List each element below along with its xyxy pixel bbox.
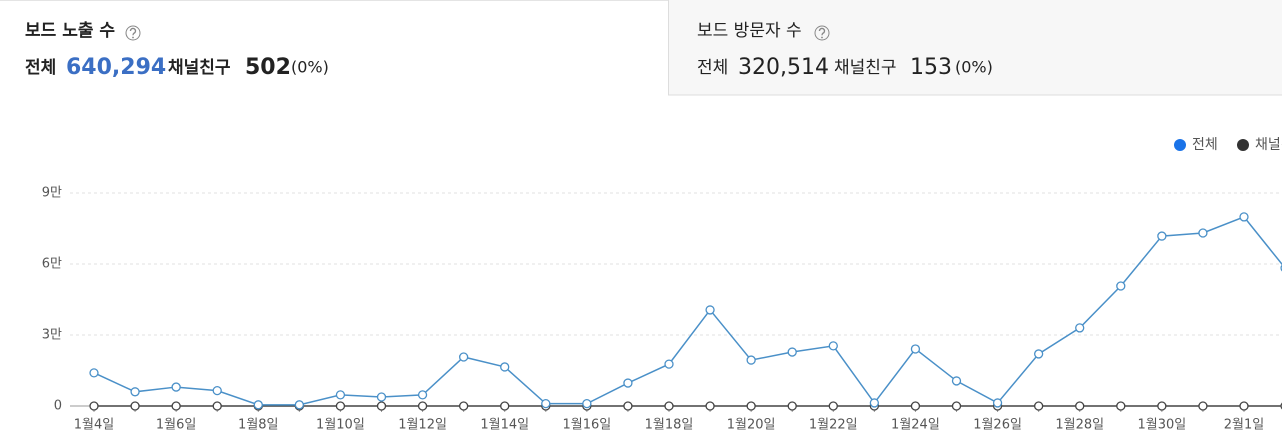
legend-label: 채널친구 bbox=[1255, 137, 1282, 153]
data-point bbox=[1157, 231, 1167, 241]
x-tick-label: 1월30일 bbox=[1137, 418, 1186, 431]
data-point bbox=[171, 382, 181, 392]
friend-value: 502 bbox=[245, 55, 291, 80]
data-point bbox=[294, 400, 305, 410]
x-tick-label: 1월20일 bbox=[727, 418, 776, 431]
total-value: 640,294 bbox=[66, 55, 166, 80]
data-point bbox=[417, 390, 428, 400]
data-point bbox=[828, 401, 838, 411]
x-tick-label: 1월10일 bbox=[316, 418, 365, 431]
data-point bbox=[212, 385, 222, 396]
legend-marker bbox=[1237, 139, 1249, 151]
series-line bbox=[93, 216, 1282, 406]
y-tick-label: 0 bbox=[54, 399, 62, 414]
panel-title: 보드 노출 수 bbox=[25, 21, 115, 41]
data-point bbox=[1157, 401, 1167, 411]
friend-label: 채널친구 bbox=[834, 58, 897, 78]
help-icon[interactable] bbox=[814, 25, 830, 41]
data-point bbox=[951, 376, 962, 386]
data-point bbox=[253, 400, 263, 410]
data-point bbox=[500, 401, 510, 411]
y-tick-label: 6만 bbox=[42, 257, 62, 272]
x-tick-label: 1월6일 bbox=[156, 418, 196, 431]
x-tick-label: 1월14일 bbox=[480, 418, 529, 431]
panel-title: 보드 방문자 수 bbox=[697, 21, 802, 41]
data-point bbox=[335, 401, 346, 411]
data-point bbox=[705, 401, 715, 411]
data-point bbox=[664, 359, 674, 369]
total-value: 320,514 bbox=[738, 55, 829, 80]
x-tick-label: 1월22일 bbox=[809, 418, 858, 431]
data-point bbox=[746, 355, 756, 365]
data-point bbox=[130, 401, 140, 411]
data-point bbox=[705, 305, 715, 315]
data-point bbox=[910, 344, 921, 354]
y-tick-label: 3만 bbox=[42, 328, 62, 343]
data-point bbox=[869, 398, 880, 408]
x-tick-label: 1월16일 bbox=[562, 418, 611, 431]
x-tick-label: 1월4일 bbox=[74, 418, 114, 431]
data-point bbox=[130, 387, 140, 397]
data-point bbox=[1075, 401, 1085, 411]
data-point bbox=[335, 390, 346, 400]
data-point bbox=[1033, 401, 1044, 411]
data-point bbox=[910, 401, 921, 411]
data-point bbox=[458, 352, 469, 362]
x-tick-label: 2월1일 bbox=[1224, 418, 1264, 431]
panel-box bbox=[668, 0, 1282, 96]
data-point bbox=[1239, 401, 1249, 411]
data-point bbox=[458, 401, 469, 411]
data-point bbox=[171, 401, 181, 411]
data-point bbox=[89, 401, 99, 411]
data-point bbox=[1239, 212, 1249, 222]
legend-marker bbox=[1174, 139, 1186, 151]
friend-label: 채널친구 bbox=[168, 58, 231, 78]
help-icon[interactable] bbox=[125, 25, 141, 41]
x-tick-label: 1월12일 bbox=[398, 418, 447, 431]
data-point bbox=[417, 401, 428, 411]
total-label: 전체 bbox=[25, 58, 56, 78]
data-point bbox=[1075, 323, 1085, 333]
x-tick-label: 1월8일 bbox=[238, 418, 278, 431]
x-tick-label: 1월18일 bbox=[645, 418, 694, 431]
x-tick-label: 1월24일 bbox=[891, 418, 940, 431]
data-point bbox=[376, 392, 387, 402]
data-point bbox=[992, 398, 1003, 408]
data-point bbox=[664, 401, 674, 411]
data-point bbox=[212, 401, 222, 411]
friend-pct: (0%) bbox=[955, 58, 993, 77]
data-point bbox=[582, 398, 592, 409]
data-point bbox=[787, 347, 797, 357]
x-tick-label: 1월28일 bbox=[1055, 418, 1104, 431]
data-point bbox=[623, 401, 633, 411]
data-point bbox=[1198, 401, 1208, 411]
data-point bbox=[828, 341, 838, 351]
friend-pct: (0%) bbox=[291, 58, 329, 77]
data-point bbox=[500, 362, 510, 372]
data-point bbox=[623, 378, 633, 388]
legend-label: 전체 bbox=[1192, 137, 1218, 153]
data-point bbox=[746, 401, 756, 411]
x-tick-label: 1월26일 bbox=[973, 418, 1022, 431]
data-point bbox=[1033, 349, 1044, 359]
data-point bbox=[951, 401, 962, 411]
y-tick-label: 9만 bbox=[42, 186, 62, 201]
data-point bbox=[89, 368, 99, 378]
data-point bbox=[1198, 228, 1208, 238]
data-point bbox=[1116, 401, 1126, 411]
data-point bbox=[376, 401, 387, 411]
friend-value: 153 bbox=[910, 55, 952, 80]
data-point bbox=[1116, 281, 1126, 291]
data-point bbox=[787, 401, 797, 411]
data-point bbox=[541, 398, 551, 409]
total-label: 전체 bbox=[697, 58, 728, 78]
